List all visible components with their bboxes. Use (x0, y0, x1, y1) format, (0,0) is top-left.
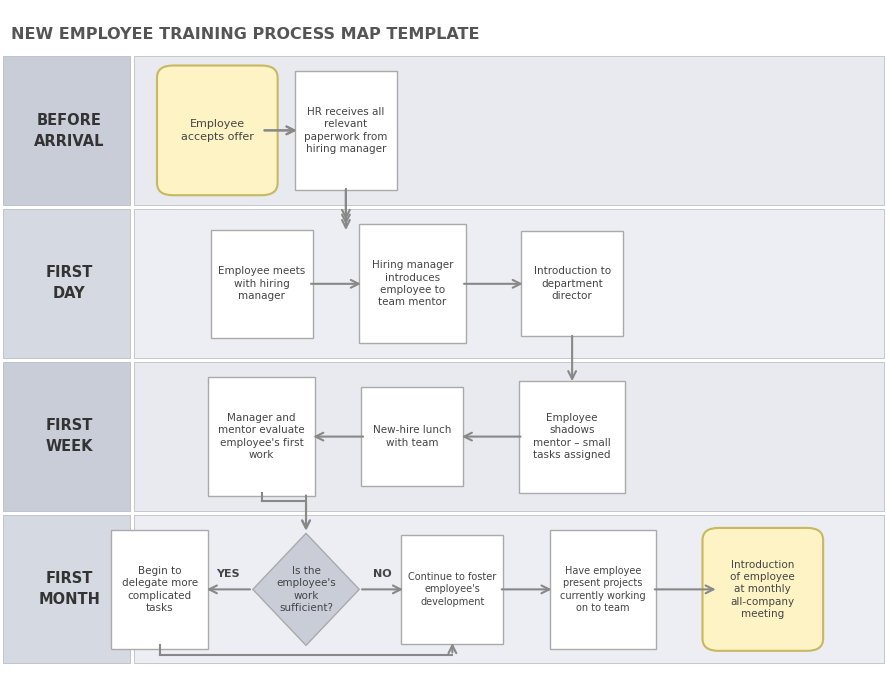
Polygon shape (253, 534, 359, 645)
FancyBboxPatch shape (361, 387, 462, 486)
FancyBboxPatch shape (134, 362, 883, 511)
Text: Employee
shadows
mentor – small
tasks assigned: Employee shadows mentor – small tasks as… (532, 413, 610, 460)
FancyBboxPatch shape (157, 66, 277, 196)
FancyBboxPatch shape (702, 528, 822, 650)
Text: FIRST
WEEK: FIRST WEEK (45, 418, 93, 454)
FancyBboxPatch shape (400, 535, 503, 644)
FancyBboxPatch shape (294, 71, 397, 189)
FancyBboxPatch shape (3, 56, 130, 205)
Text: Begin to
delegate more
complicated
tasks: Begin to delegate more complicated tasks (121, 566, 198, 613)
FancyBboxPatch shape (111, 530, 208, 649)
Text: FIRST
DAY: FIRST DAY (45, 265, 93, 301)
Text: Employee meets
with hiring
manager: Employee meets with hiring manager (218, 266, 305, 301)
Text: HR receives all
relevant
paperwork from
hiring manager: HR receives all relevant paperwork from … (304, 107, 387, 154)
FancyBboxPatch shape (518, 380, 625, 493)
Text: Manager and
mentor evaluate
employee's first
work: Manager and mentor evaluate employee's f… (218, 413, 305, 460)
FancyBboxPatch shape (3, 515, 130, 663)
Text: Is the
employee's
work
sufficient?: Is the employee's work sufficient? (276, 566, 336, 613)
FancyBboxPatch shape (521, 231, 622, 337)
FancyBboxPatch shape (208, 378, 315, 496)
Text: Introduction
of employee
at monthly
all-company
meeting: Introduction of employee at monthly all-… (730, 559, 794, 619)
FancyBboxPatch shape (359, 224, 465, 344)
FancyBboxPatch shape (3, 362, 130, 511)
Text: Have employee
present projects
currently working
on to team: Have employee present projects currently… (560, 566, 645, 613)
FancyBboxPatch shape (134, 209, 883, 358)
Text: NEW EMPLOYEE TRAINING PROCESS MAP TEMPLATE: NEW EMPLOYEE TRAINING PROCESS MAP TEMPLA… (11, 27, 478, 42)
FancyBboxPatch shape (3, 209, 130, 358)
Text: Hiring manager
introduces
employee to
team mentor: Hiring manager introduces employee to te… (371, 260, 453, 308)
Text: YES: YES (216, 570, 240, 579)
Text: Continue to foster
employee's
development: Continue to foster employee's developmen… (408, 572, 496, 607)
Text: NO: NO (373, 570, 392, 579)
Text: Introduction to
department
director: Introduction to department director (533, 266, 610, 301)
FancyBboxPatch shape (211, 230, 313, 338)
Text: New-hire lunch
with team: New-hire lunch with team (373, 426, 451, 447)
FancyBboxPatch shape (134, 515, 883, 663)
Text: BEFORE
ARRIVAL: BEFORE ARRIVAL (34, 113, 105, 149)
FancyBboxPatch shape (549, 530, 656, 649)
Text: Employee
accepts offer: Employee accepts offer (181, 120, 253, 141)
Text: FIRST
MONTH: FIRST MONTH (38, 571, 100, 607)
FancyBboxPatch shape (134, 56, 883, 205)
